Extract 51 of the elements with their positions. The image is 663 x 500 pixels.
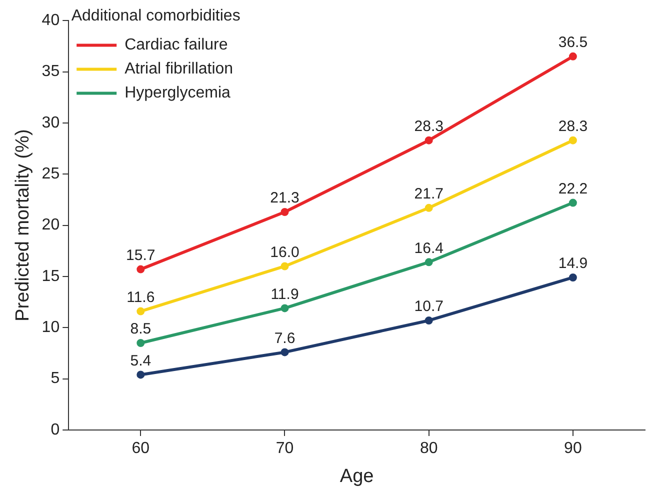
data-label: 28.3: [558, 118, 588, 135]
y-tick-label: 25: [42, 166, 60, 183]
point: [424, 258, 433, 266]
point: [280, 304, 289, 312]
data-label: 14.9: [558, 255, 588, 272]
data-label: 11.6: [126, 288, 155, 306]
point: [136, 307, 145, 316]
data-label: 5.4: [130, 352, 152, 370]
point: [280, 208, 289, 216]
data-label: 16.4: [414, 240, 444, 257]
point: [424, 204, 433, 212]
x-tick-label: 80: [420, 440, 438, 458]
x-axis-title: Age: [340, 466, 374, 487]
x-tick-label: 90: [564, 440, 582, 458]
data-label: 28.3: [414, 118, 444, 135]
legend-title: Additional comorbidities: [71, 7, 240, 24]
y-tick-label: 35: [42, 63, 60, 80]
point: [568, 52, 577, 60]
legend-label: Hyperglycemia: [124, 84, 231, 102]
data-label: 15.7: [126, 246, 156, 264]
legend-label: Atrial fibrillation: [124, 60, 234, 78]
y-tick-label: 15: [42, 268, 60, 285]
point: [280, 262, 289, 270]
data-label: 22.2: [558, 180, 588, 198]
y-tick-label: 0: [50, 421, 60, 438]
data-label: 36.5: [558, 34, 588, 52]
legend-label: Cardiac failure: [124, 36, 228, 54]
point: [424, 316, 433, 324]
data-label: 8.5: [130, 320, 152, 338]
x-tick-label: 70: [276, 440, 294, 458]
data-label: 21.7: [414, 186, 444, 203]
point: [424, 136, 433, 144]
point: [280, 348, 289, 356]
data-label: 10.7: [414, 298, 444, 316]
y-tick-label: 5: [50, 370, 60, 388]
point: [568, 274, 577, 282]
y-tick-label: 10: [42, 319, 60, 336]
y-tick-label: 30: [42, 114, 60, 132]
point: [136, 339, 145, 348]
point: [568, 136, 577, 144]
point: [136, 265, 145, 274]
y-tick-label: 40: [42, 12, 60, 30]
x-tick-label: 60: [132, 440, 150, 458]
data-label: 16.0: [270, 244, 300, 261]
point: [136, 370, 145, 379]
y-axis-title: Predicted mortality (%): [12, 129, 34, 322]
y-tick-label: 20: [42, 216, 60, 234]
data-label: 21.3: [270, 190, 300, 207]
point: [568, 198, 577, 207]
data-label: 7.6: [274, 330, 296, 347]
data-label: 11.9: [270, 286, 299, 303]
